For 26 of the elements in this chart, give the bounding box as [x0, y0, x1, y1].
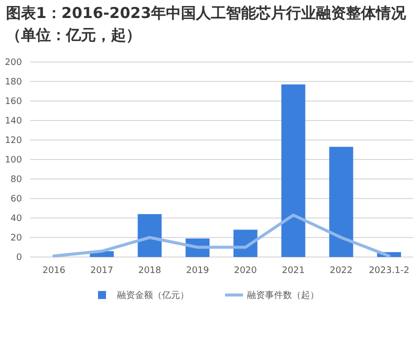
y-tick-label: 200	[4, 58, 22, 68]
legend-label: 融资事件数（起）	[247, 290, 319, 302]
y-tick-label: 20	[10, 234, 22, 244]
y-tick-label: 40	[10, 214, 22, 224]
x-tick-label: 2016	[42, 266, 66, 276]
x-tick-label: 2023.1-2	[368, 266, 410, 276]
line-series	[52, 214, 391, 258]
chart-title: 图表1：2016-2023年中国人工智能芯片行业融资整体情况（单位：亿元，起）	[6, 4, 408, 44]
x-tick-label: 2022	[330, 266, 353, 276]
y-tick-label: 0	[16, 253, 22, 264]
x-tick-label: 2020	[234, 266, 258, 276]
y-tick-label: 60	[10, 194, 22, 205]
legend-label: 融资金额（亿元）	[117, 290, 189, 302]
bar	[281, 84, 306, 257]
x-tick-label: 2021	[282, 266, 305, 276]
y-tick-label: 100	[4, 156, 22, 166]
y-tick-label: 140	[4, 116, 22, 127]
y-tick-label: 80	[10, 175, 22, 186]
x-tick-label: 2017	[90, 266, 114, 276]
y-tick-label: 120	[4, 136, 22, 146]
x-tick-label: 2019	[186, 266, 210, 276]
x-tick-label: 2018	[138, 266, 162, 276]
bar	[329, 146, 354, 257]
y-tick-label: 160	[4, 97, 22, 108]
bar	[138, 214, 162, 257]
y-tick-label: 180	[4, 78, 22, 88]
